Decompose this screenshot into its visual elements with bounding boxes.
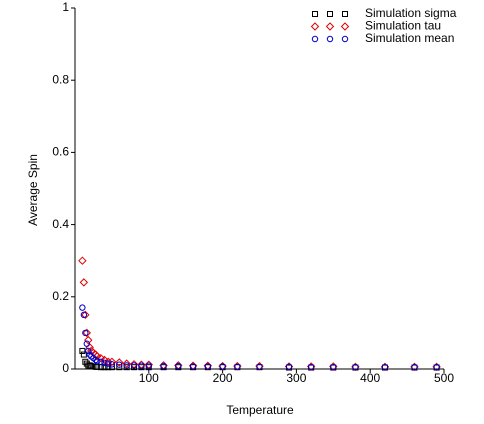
point: [82, 328, 92, 338]
point: [82, 329, 89, 337]
y-axis-title: Average Spin: [26, 154, 40, 226]
y-tick-label: 0.8: [52, 72, 69, 86]
point: [352, 363, 359, 371]
point: [116, 361, 123, 368]
point: [433, 363, 440, 371]
point: [81, 310, 90, 320]
x-tick-label: 500: [434, 371, 454, 385]
y-tick-label: 0: [62, 361, 69, 375]
x-tick-label: 400: [360, 371, 380, 385]
point: [108, 361, 116, 368]
point: [175, 362, 182, 370]
legend-marker: [342, 11, 348, 17]
point: [115, 358, 124, 367]
legend-marker: [326, 35, 334, 43]
point: [80, 311, 88, 319]
point: [130, 362, 138, 369]
point: [96, 353, 106, 363]
legend-marker: [327, 11, 333, 17]
y-tick-label: 0.2: [52, 289, 69, 303]
x-tick-label: 300: [286, 371, 306, 385]
point: [145, 362, 153, 369]
y-tick-label: 0.6: [52, 145, 69, 159]
point: [92, 352, 102, 361]
point: [107, 357, 117, 366]
point: [116, 364, 123, 371]
point: [138, 362, 145, 369]
y-tick-label: 1: [62, 0, 69, 14]
y-tick-label: 0.4: [52, 217, 69, 231]
point: [78, 256, 87, 265]
legend-label: Simulation tau: [365, 19, 441, 33]
x-tick-label: 200: [213, 371, 233, 385]
point: [219, 363, 226, 370]
point: [83, 340, 91, 347]
legend-marker: [340, 22, 350, 31]
point: [411, 363, 418, 371]
point: [189, 363, 197, 370]
legend-marker: [311, 35, 319, 43]
point: [123, 362, 130, 369]
legend-marker: [312, 11, 318, 17]
legend-label: Simulation mean: [365, 31, 454, 45]
point: [285, 363, 293, 371]
point: [381, 363, 389, 371]
point: [97, 358, 105, 365]
point: [330, 363, 337, 371]
point: [79, 278, 89, 287]
point: [93, 357, 101, 365]
point: [79, 347, 86, 354]
point: [160, 362, 167, 370]
legend-marker: [325, 22, 335, 31]
legend-marker: [310, 22, 320, 31]
point: [101, 359, 108, 367]
point: [86, 362, 93, 369]
x-axis-title: Temperature: [226, 403, 294, 417]
point: [84, 335, 93, 345]
point: [101, 364, 108, 371]
point: [80, 351, 87, 358]
point: [105, 360, 112, 367]
point: [122, 359, 131, 368]
legend-label: Simulation sigma: [365, 6, 457, 20]
point: [86, 351, 93, 358]
x-tick-label: 100: [139, 371, 159, 385]
point: [204, 363, 212, 370]
point: [79, 304, 86, 311]
point: [94, 363, 101, 370]
point: [256, 363, 263, 371]
point: [100, 355, 109, 365]
point: [85, 347, 92, 355]
point: [234, 363, 241, 371]
point: [307, 363, 315, 371]
legend-marker: [341, 35, 349, 43]
